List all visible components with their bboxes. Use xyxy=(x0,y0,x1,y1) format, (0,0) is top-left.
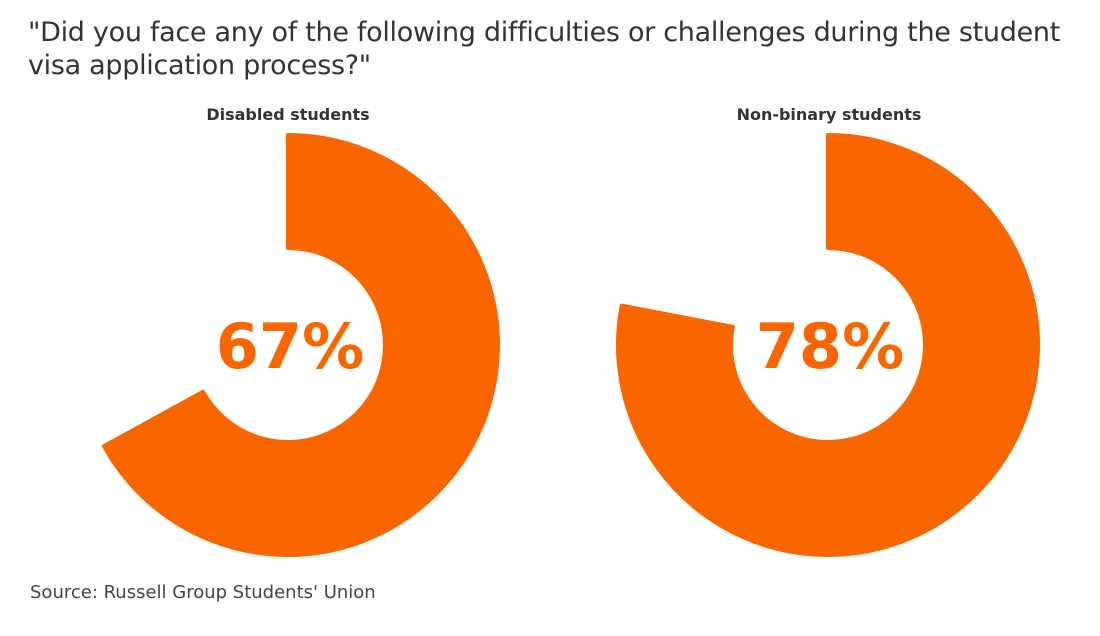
subtitle-non-binary-students: Non-binary students xyxy=(737,105,922,124)
source-note: Source: Russell Group Students' Union xyxy=(30,582,376,603)
chart-title: "Did you face any of the following diffi… xyxy=(28,17,1060,81)
arc-non-binary-students xyxy=(616,133,1040,557)
donut-disabled-students: Disabled students 67% xyxy=(101,105,500,557)
value-label-non-binary-students: 78% xyxy=(756,310,904,383)
subtitle-disabled-students: Disabled students xyxy=(206,105,369,124)
donut-non-binary-students: Non-binary students 78% xyxy=(616,105,1040,557)
arc-disabled-students xyxy=(101,133,500,557)
value-label-disabled-students: 67% xyxy=(216,310,364,383)
